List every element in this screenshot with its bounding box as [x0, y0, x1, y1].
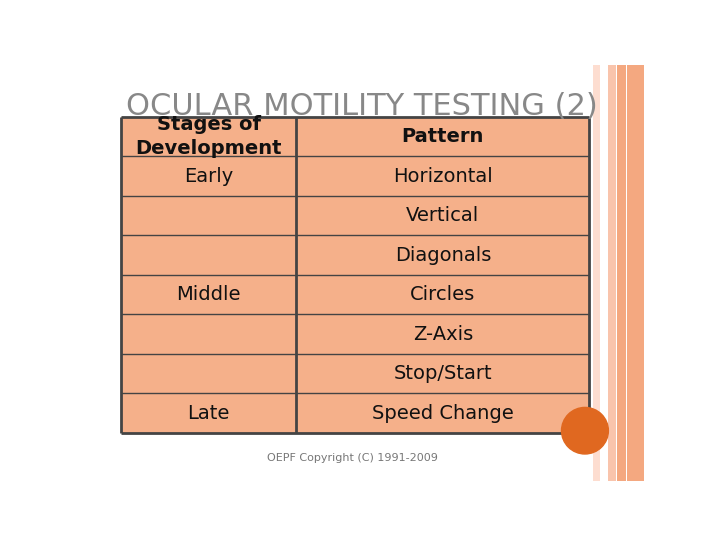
- Text: Diagonals: Diagonals: [395, 246, 491, 265]
- Bar: [627, 65, 644, 481]
- Text: Middle: Middle: [176, 285, 240, 304]
- Text: Early: Early: [184, 166, 233, 186]
- Text: Z-Axis: Z-Axis: [413, 325, 473, 343]
- Ellipse shape: [562, 407, 608, 454]
- Text: OCULAR MOTILITY TESTING (2): OCULAR MOTILITY TESTING (2): [126, 92, 598, 121]
- Text: Horizontal: Horizontal: [393, 166, 492, 186]
- Text: Stages of
Development: Stages of Development: [135, 115, 282, 158]
- Text: Circles: Circles: [410, 285, 476, 304]
- Bar: [593, 65, 600, 481]
- Bar: [617, 65, 626, 481]
- Bar: [121, 117, 590, 433]
- Text: Vertical: Vertical: [406, 206, 480, 225]
- Text: Pattern: Pattern: [402, 127, 484, 146]
- Text: OEPF Copyright (C) 1991-2009: OEPF Copyright (C) 1991-2009: [267, 453, 438, 463]
- Text: Stop/Start: Stop/Start: [394, 364, 492, 383]
- Bar: [608, 65, 616, 481]
- Bar: [601, 65, 607, 481]
- Text: Speed Change: Speed Change: [372, 403, 514, 422]
- Text: Late: Late: [187, 403, 230, 422]
